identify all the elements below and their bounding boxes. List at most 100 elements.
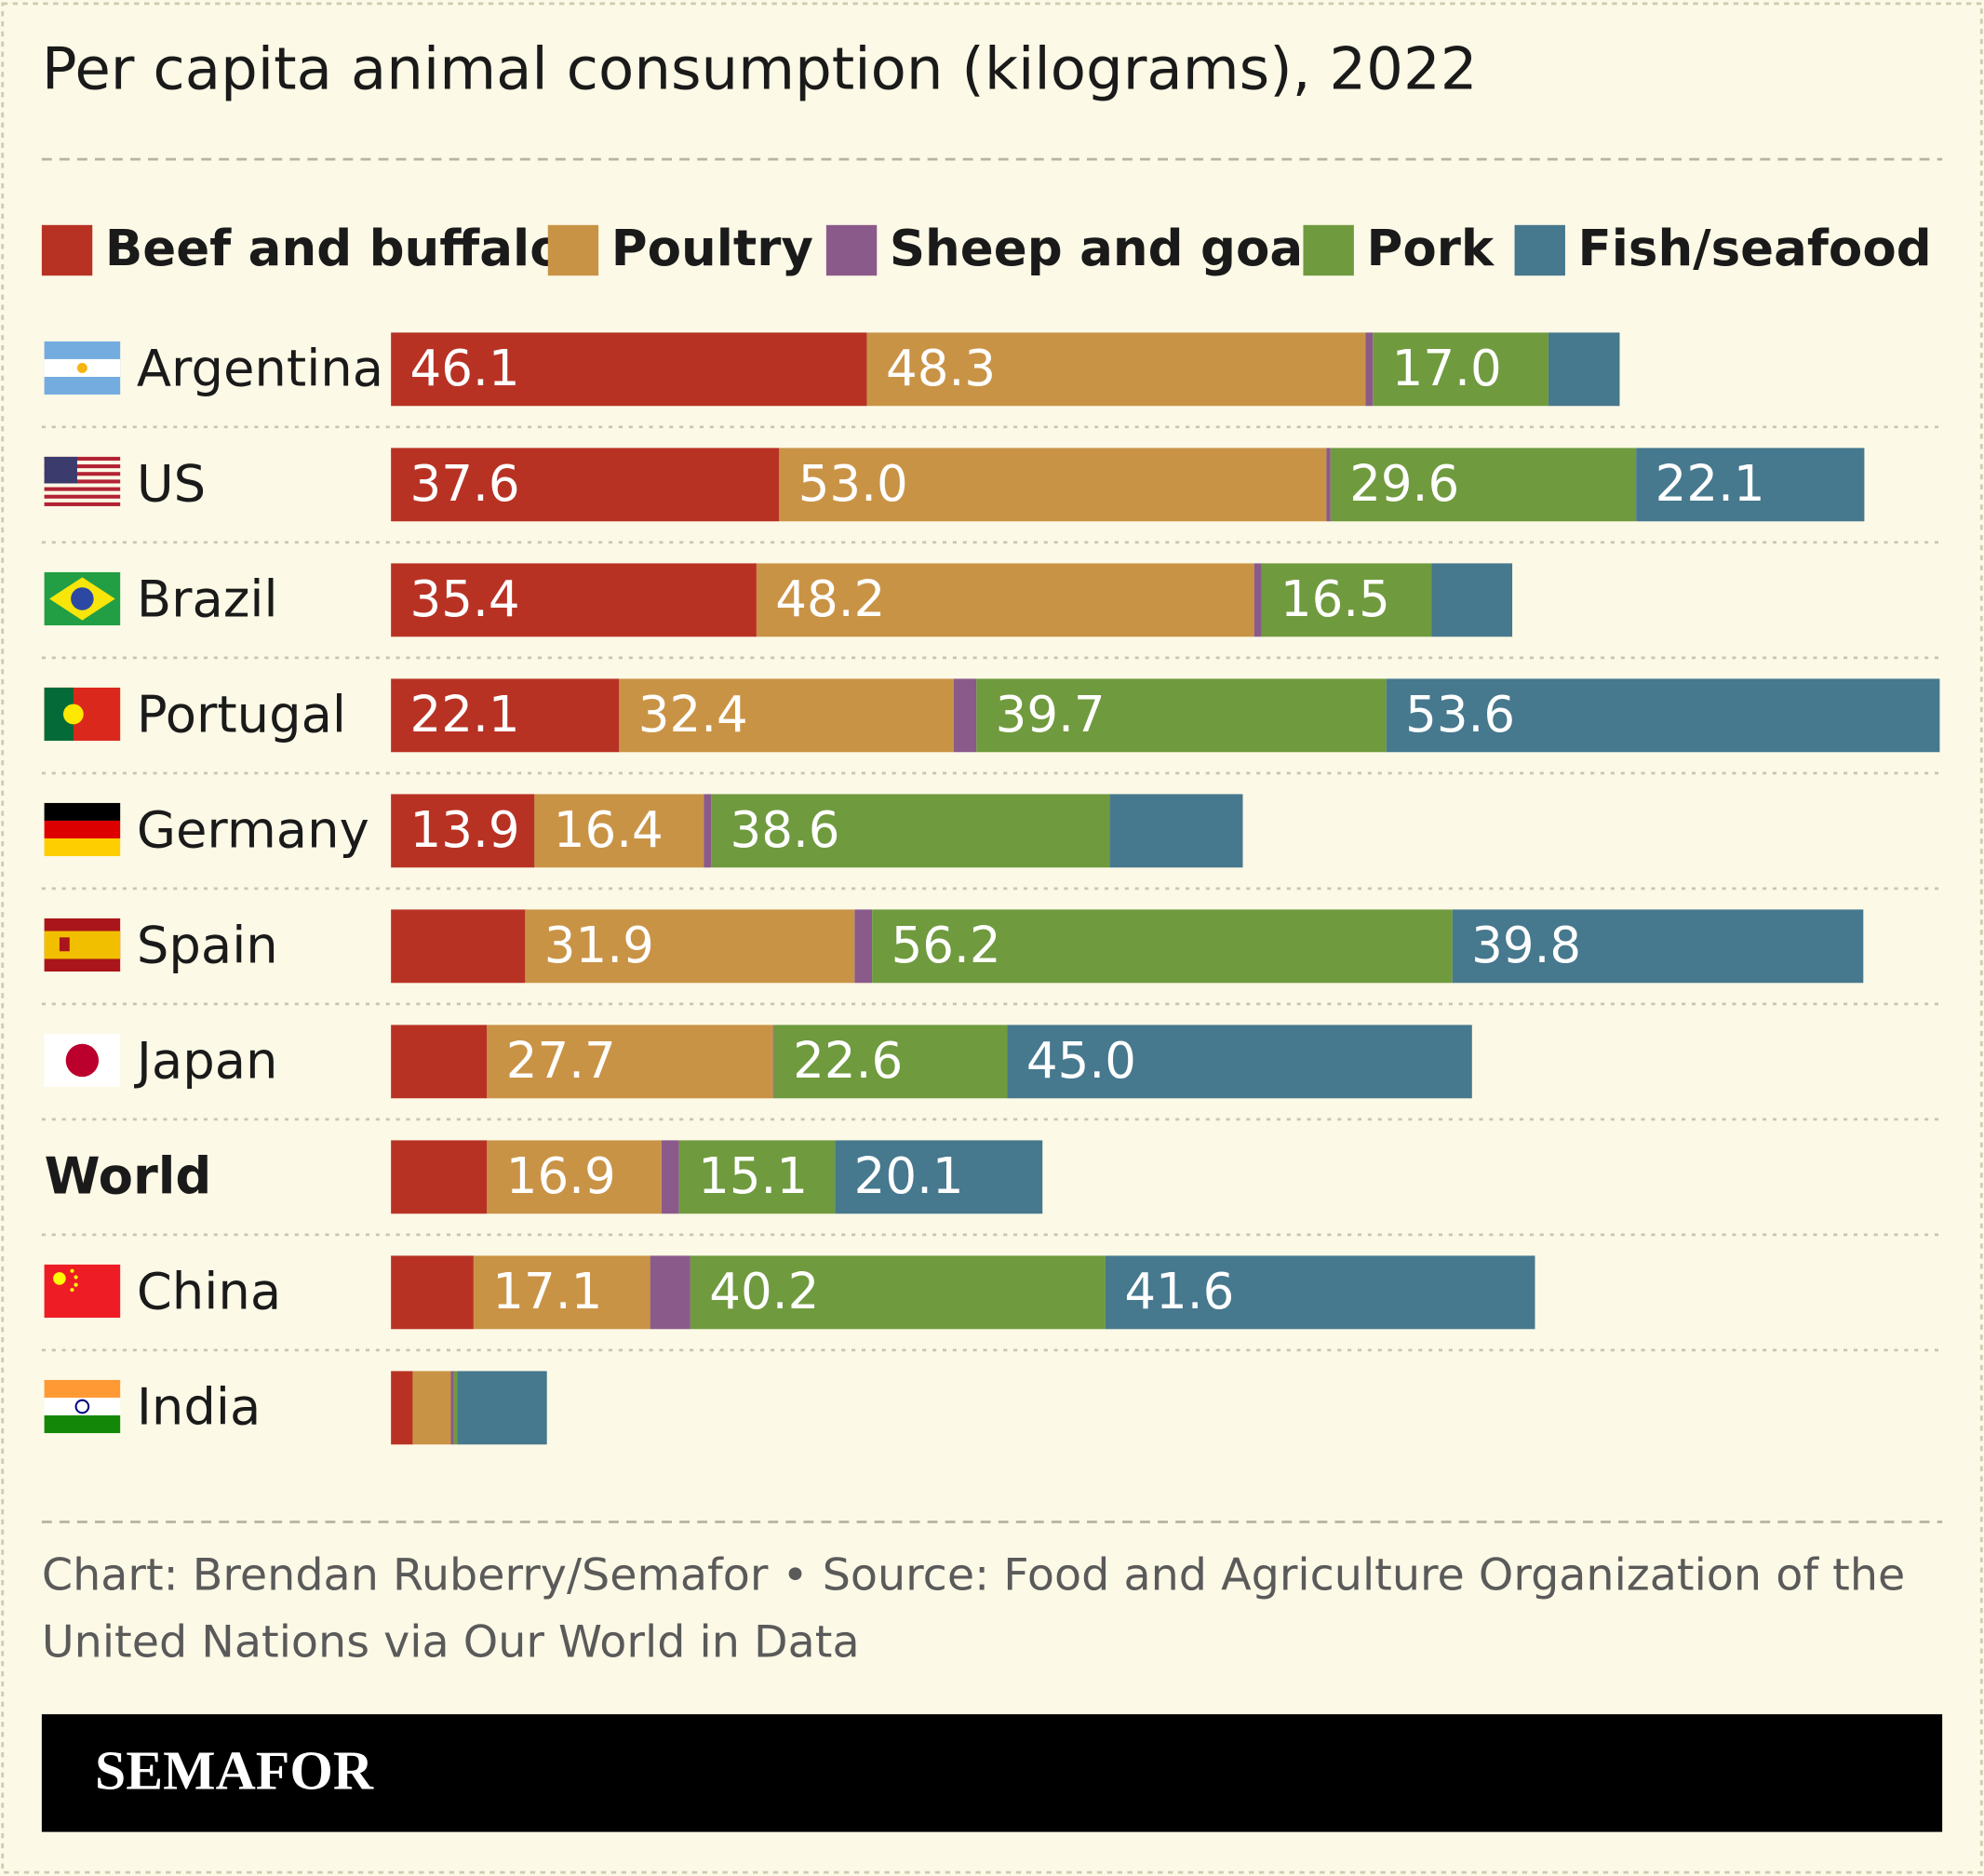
bar-segment [391, 909, 526, 984]
flag-part [70, 1288, 74, 1293]
flag-part [44, 487, 121, 491]
flag [44, 918, 121, 972]
bar-segment [1007, 1025, 1472, 1099]
flag-part [44, 802, 121, 821]
value-label: 45.0 [1026, 1032, 1136, 1090]
bar-segment [619, 678, 954, 753]
flag-part [70, 1268, 74, 1273]
bar-segment [1253, 563, 1262, 637]
legend-label: Beef and buffalo [105, 220, 564, 277]
bar-segment [1431, 563, 1513, 637]
category-label: India [137, 1378, 261, 1437]
bar-segment [690, 1255, 1106, 1330]
bar-segment [473, 1255, 650, 1330]
bar-segment [391, 332, 867, 407]
bar-segment [872, 909, 1453, 984]
bar-segment [711, 794, 1110, 868]
flag [44, 1264, 121, 1319]
category-label: China [137, 1263, 281, 1321]
flag-part [44, 456, 121, 461]
value-label: 48.3 [886, 340, 996, 397]
bar-segment [1452, 909, 1864, 984]
bar-segment [457, 1371, 547, 1445]
bar-segment [1373, 332, 1548, 407]
flag-part [44, 931, 121, 959]
flag-part [44, 456, 77, 484]
value-label: 32.4 [638, 686, 748, 744]
bar-segment [391, 563, 757, 637]
bar-segment [450, 1371, 454, 1445]
bar-segment [391, 678, 620, 753]
value-label: 53.6 [1405, 686, 1515, 744]
value-label: 31.9 [544, 917, 654, 974]
value-label: 39.7 [996, 686, 1106, 744]
legend-swatch [1514, 224, 1565, 276]
value-label: 16.5 [1280, 570, 1390, 628]
bar-segment [412, 1371, 451, 1445]
flag-part [53, 1272, 66, 1285]
brand: SEMAFOR [95, 1740, 374, 1802]
flag-part [44, 1415, 121, 1434]
bar-segment [650, 1255, 690, 1330]
source: Chart: Brendan Ruberry/Semafor • Source:… [42, 1549, 1905, 1601]
flag [44, 1379, 121, 1434]
flag-part [44, 1379, 121, 1398]
bar-segment [1330, 448, 1637, 522]
legend-label: Fish/seafood [1578, 220, 1932, 277]
category-label: US [137, 455, 206, 514]
flag-part [44, 838, 121, 857]
bar-segment [1105, 1255, 1535, 1330]
value-label: 39.8 [1471, 917, 1581, 974]
bar-segment [487, 1140, 662, 1214]
value-label: 37.6 [410, 455, 520, 513]
bar-segment [391, 1371, 413, 1445]
value-label: 20.1 [854, 1147, 964, 1205]
value-label: 46.1 [410, 340, 520, 397]
brand-bar [41, 1714, 1943, 1832]
bar-segment [391, 794, 535, 868]
flag-part [44, 502, 121, 506]
value-label: 13.9 [410, 801, 520, 859]
flag-part [74, 1275, 78, 1280]
value-label: 17.1 [492, 1263, 602, 1320]
bar-segment [1365, 332, 1374, 407]
bar-segment [953, 678, 977, 753]
category-label: Brazil [137, 570, 278, 629]
bar-segment [704, 794, 712, 868]
category-label: World [45, 1147, 212, 1206]
bar-segment [453, 1371, 458, 1445]
bar-segment [391, 1255, 474, 1330]
bar-segment [1261, 563, 1432, 637]
value-label: 56.2 [891, 917, 1001, 974]
bar-segment [835, 1140, 1043, 1214]
value-label: 22.6 [793, 1032, 903, 1090]
legend-label: Sheep and goat [890, 220, 1327, 277]
value-label: 16.9 [506, 1147, 616, 1205]
flag-part [76, 363, 87, 373]
bar-segment [772, 1025, 774, 1099]
flag [44, 1033, 121, 1088]
bar-segment [1386, 678, 1940, 753]
chart-title: Per capita animal consumption (kilograms… [42, 35, 1478, 103]
bar-segment [866, 332, 1366, 407]
source: United Nations via Our World in Data [42, 1616, 860, 1668]
category-label: Japan [134, 1032, 278, 1091]
bar-segment [1636, 448, 1865, 522]
bar-segment [661, 1140, 679, 1214]
flag [44, 571, 121, 626]
flag-part [44, 479, 121, 484]
value-label: 53.0 [798, 455, 908, 513]
bar-segment [525, 909, 855, 984]
flag-part [44, 1264, 121, 1319]
flag-part [44, 472, 121, 476]
flag-part [71, 587, 94, 610]
value-label: 38.6 [730, 801, 839, 859]
bar-segment [534, 794, 704, 868]
flag-part [59, 937, 70, 952]
legend-swatch [547, 224, 599, 276]
bar-segment [678, 1140, 836, 1214]
bar-segment [756, 563, 1254, 637]
bar-segment [391, 448, 780, 522]
flag-part [44, 1397, 121, 1416]
